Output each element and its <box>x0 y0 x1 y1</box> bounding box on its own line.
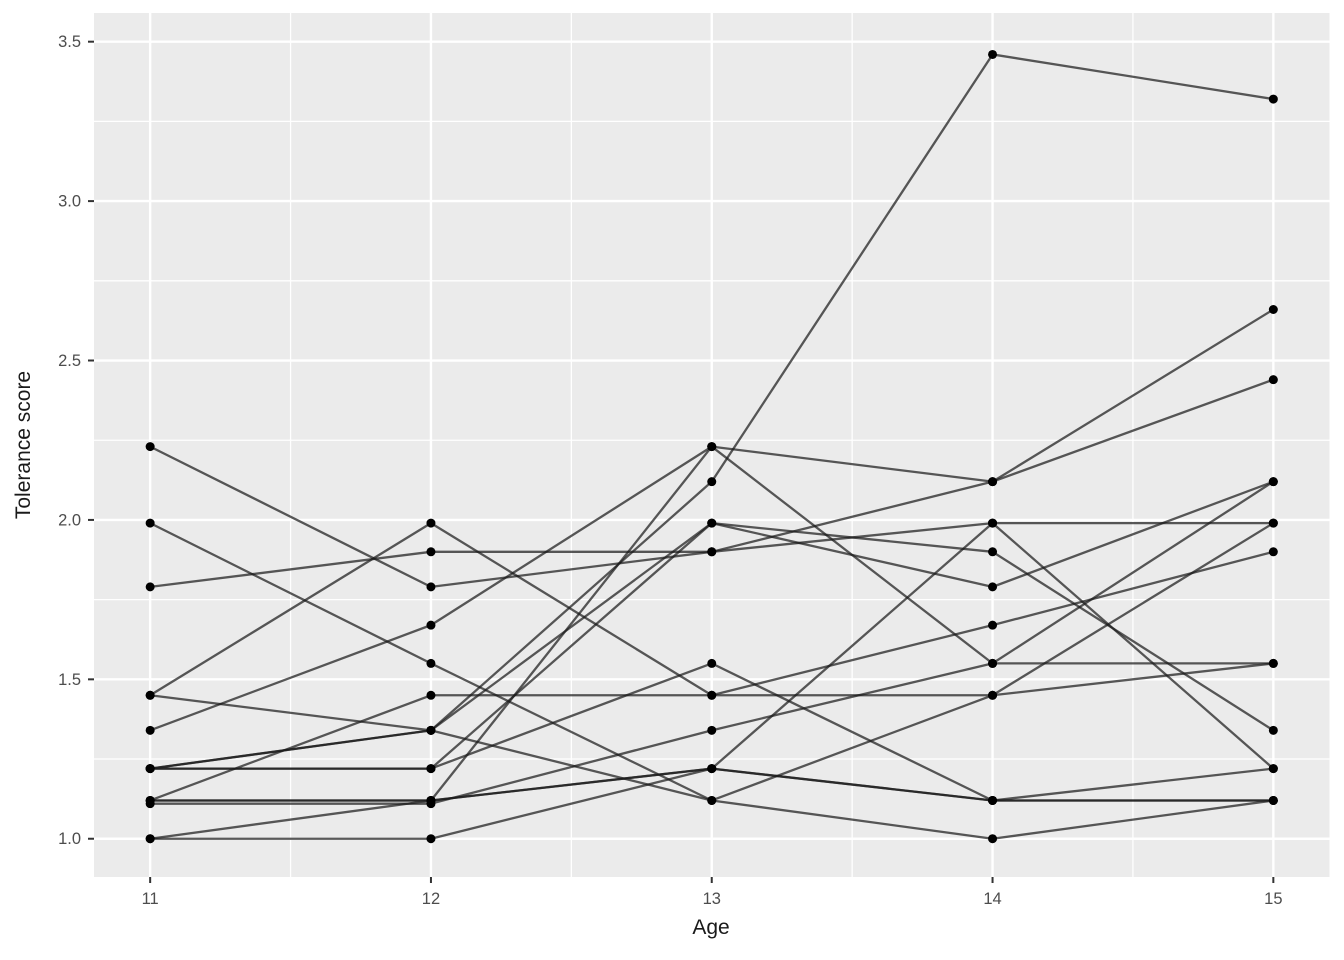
data-point-subject-16 <box>707 725 717 735</box>
data-point-subject-11 <box>145 518 155 528</box>
y-tick-label: 1.0 <box>58 830 81 848</box>
data-point-subject-3 <box>988 547 998 557</box>
x-tick-label: 13 <box>703 890 721 908</box>
data-point-subject-5 <box>1268 547 1278 557</box>
data-point-subject-6 <box>988 477 998 487</box>
data-point-subject-10 <box>988 518 998 528</box>
x-tick-label: 14 <box>983 890 1001 908</box>
data-point-subject-14 <box>426 764 436 774</box>
data-point-subject-5 <box>426 518 436 528</box>
data-point-subject-13 <box>707 764 717 774</box>
data-point-subject-12 <box>426 725 436 735</box>
data-point-subject-13 <box>988 795 998 805</box>
y-tick-label: 3.5 <box>58 33 81 51</box>
data-point-subject-2 <box>426 690 436 700</box>
data-point-subject-14 <box>145 764 155 774</box>
data-point-subject-1 <box>1268 305 1278 315</box>
data-point-subject-7 <box>145 582 155 592</box>
data-point-subject-1 <box>145 442 155 452</box>
data-point-subject-12 <box>707 477 717 487</box>
data-point-subject-5 <box>707 690 717 700</box>
x-axis-title: Age <box>692 916 730 939</box>
data-point-subject-9 <box>988 834 998 844</box>
data-point-subject-10 <box>1268 764 1278 774</box>
data-point-subject-6 <box>145 725 155 735</box>
data-point-subject-12 <box>1268 94 1278 104</box>
data-point-subject-15 <box>145 834 155 844</box>
data-point-subject-7 <box>1268 518 1278 528</box>
x-tick-label: 11 <box>142 890 159 908</box>
data-point-subject-4 <box>707 658 717 668</box>
y-tick-label: 2.5 <box>58 352 81 370</box>
data-point-subject-14 <box>988 582 998 592</box>
data-point-subject-3 <box>1268 725 1278 735</box>
data-point-subject-5 <box>988 620 998 630</box>
data-point-subject-16 <box>426 799 436 809</box>
x-tick-label: 12 <box>422 890 440 908</box>
data-point-subject-16 <box>145 799 155 809</box>
data-point-subject-15 <box>1268 658 1278 668</box>
data-point-subject-1 <box>426 582 436 592</box>
data-point-subject-13 <box>1268 795 1278 805</box>
data-point-subject-6 <box>1268 375 1278 385</box>
data-point-subject-16 <box>1268 477 1278 487</box>
y-tick-label: 2.0 <box>58 511 81 529</box>
data-point-subject-12 <box>988 49 998 59</box>
y-axis-title: Tolerance score <box>12 370 35 520</box>
data-point-subject-11 <box>707 795 717 805</box>
data-point-subject-15 <box>707 442 717 452</box>
data-point-subject-16 <box>988 658 998 668</box>
data-point-subject-11 <box>988 690 998 700</box>
y-tick-label: 3.0 <box>58 193 81 211</box>
data-point-subject-14 <box>707 518 717 528</box>
data-point-subject-5 <box>145 690 155 700</box>
data-point-subject-11 <box>426 658 436 668</box>
data-point-subject-6 <box>426 620 436 630</box>
data-point-subject-10 <box>426 834 436 844</box>
y-tick-label: 1.5 <box>58 671 81 689</box>
data-point-subject-7 <box>426 547 436 557</box>
x-tick-label: 15 <box>1264 890 1282 908</box>
data-point-subject-7 <box>707 547 717 557</box>
